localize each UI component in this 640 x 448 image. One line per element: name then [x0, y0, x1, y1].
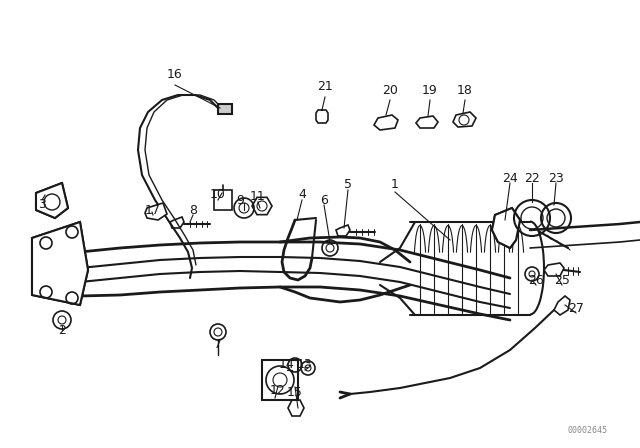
- Text: 24: 24: [502, 172, 518, 185]
- Text: 6: 6: [320, 194, 328, 207]
- Text: 00002645: 00002645: [568, 426, 608, 435]
- Text: 12: 12: [270, 383, 286, 396]
- Text: 25: 25: [554, 273, 570, 287]
- Text: 7: 7: [214, 339, 222, 352]
- Text: 27: 27: [568, 302, 584, 314]
- Text: 4: 4: [298, 189, 306, 202]
- Polygon shape: [374, 115, 398, 130]
- Polygon shape: [145, 203, 167, 220]
- Text: 23: 23: [548, 172, 564, 185]
- Text: 18: 18: [457, 83, 473, 96]
- Text: 11: 11: [250, 190, 266, 203]
- Text: 17: 17: [145, 203, 161, 216]
- Text: 9: 9: [236, 194, 244, 207]
- Text: 15: 15: [287, 385, 303, 399]
- Text: 10: 10: [210, 189, 226, 202]
- Text: 19: 19: [422, 83, 438, 96]
- Text: 14: 14: [279, 358, 295, 371]
- Text: 5: 5: [344, 178, 352, 191]
- Text: 1: 1: [391, 178, 399, 191]
- Text: 16: 16: [167, 69, 183, 82]
- Text: 22: 22: [524, 172, 540, 185]
- Text: 3: 3: [38, 198, 46, 211]
- Text: 8: 8: [189, 203, 197, 216]
- Text: 20: 20: [382, 83, 398, 96]
- Polygon shape: [492, 208, 520, 248]
- Polygon shape: [218, 104, 232, 114]
- Text: 2: 2: [58, 323, 66, 336]
- Polygon shape: [36, 183, 68, 218]
- Text: 13: 13: [297, 358, 313, 371]
- Text: 21: 21: [317, 81, 333, 94]
- Polygon shape: [416, 116, 438, 128]
- Text: 26: 26: [528, 273, 544, 287]
- Polygon shape: [32, 222, 88, 305]
- Polygon shape: [453, 112, 476, 127]
